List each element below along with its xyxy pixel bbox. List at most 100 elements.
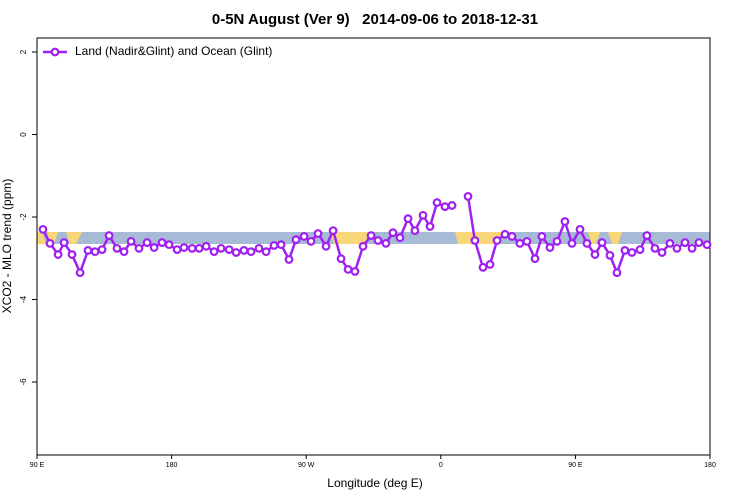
data-point [500,229,510,239]
data-point [507,231,517,241]
data-point [530,254,540,264]
data-point [53,250,63,259]
data-point [209,247,219,257]
legend: Land (Nadir&Glint) and Ocean (Glint) [43,44,272,58]
x-tick-label: 180 [704,462,716,469]
y-tick-label: -6 [19,378,28,386]
data-point [605,250,615,260]
data-point [90,247,100,257]
data-point [119,247,129,257]
data-point [597,238,607,247]
data-point [582,239,592,248]
data-point [179,243,189,252]
data-point [381,239,391,248]
data-point [515,239,525,248]
data-point [672,243,682,253]
data-point [627,248,637,257]
data-point [97,245,107,254]
data-point [418,210,428,220]
data-point [104,231,114,240]
legend-label: Land (Nadir&Glint) and Ocean (Glint) [75,44,272,58]
data-point [403,214,413,224]
y-tick-label: -2 [19,213,28,221]
data-point [231,248,241,257]
data-point [291,235,301,245]
x-tick-label: 90 E [30,462,45,469]
data-point [642,231,652,240]
data-point [246,247,256,257]
data-point [194,243,204,253]
data-point [665,239,675,248]
data-point [134,243,144,253]
data-point [321,241,331,251]
data-point [343,264,353,274]
data-point [284,255,294,264]
y-tick-label: 0 [19,132,28,137]
data-point [657,248,667,257]
data-point [83,246,93,255]
data-point [440,202,450,212]
data-point [410,226,420,236]
data-point [478,262,488,272]
data-point [38,224,48,234]
legend-marker [50,47,60,57]
data-point [702,240,712,250]
data-point [388,228,398,238]
data-point [590,250,600,259]
land-band [455,232,505,244]
data-point [650,243,660,253]
data-point [492,236,502,245]
data-point [447,201,457,210]
data-point [687,243,697,253]
data-point [522,236,532,246]
data-point [112,243,122,253]
data-point [187,243,197,253]
x-axis-label: Longitude (deg E) [327,476,422,490]
chart-title: 0-5N August (Ver 9) 2014-09-06 to 2018-1… [212,11,538,28]
data-point [680,238,690,247]
y-tick-label: 2 [19,49,28,54]
data-point [75,268,85,278]
data-point [328,226,338,236]
data-point [560,217,570,226]
data-point [373,236,383,245]
data-point [575,224,585,234]
data-point [620,246,630,255]
data-point [395,233,405,243]
data-point [239,246,249,255]
data-point [164,240,174,250]
x-tick-label: 180 [166,462,178,469]
data-point [299,231,309,241]
data-point [149,243,159,252]
land-band [37,232,46,244]
data-point [201,241,211,251]
data-point [567,239,577,248]
data-point [366,231,376,240]
x-tick-label: 90 E [568,462,583,469]
data-point [425,222,435,231]
data-point [276,240,286,250]
data-point [216,243,226,253]
data-point [336,254,346,264]
data-point [358,241,368,251]
data-point [306,236,316,246]
data-point [552,236,562,246]
data-point [142,238,152,247]
data-point [432,198,442,207]
data-point [612,268,622,278]
land-band [588,232,600,244]
data-point [545,243,555,252]
data-point [45,239,55,248]
y-tick-label: -4 [19,295,28,303]
data-point [463,191,473,201]
x-tick-label: 90 W [298,462,315,469]
data-point [313,229,323,238]
data-point [157,238,167,247]
data-point [126,236,136,246]
land-band [608,232,622,244]
data-point [350,267,360,276]
data-point [254,243,264,253]
y-axis-label: XCO2 - MLO trend (ppm) [0,179,14,314]
data-point [172,245,182,254]
x-tick-label: 0 [439,462,443,469]
